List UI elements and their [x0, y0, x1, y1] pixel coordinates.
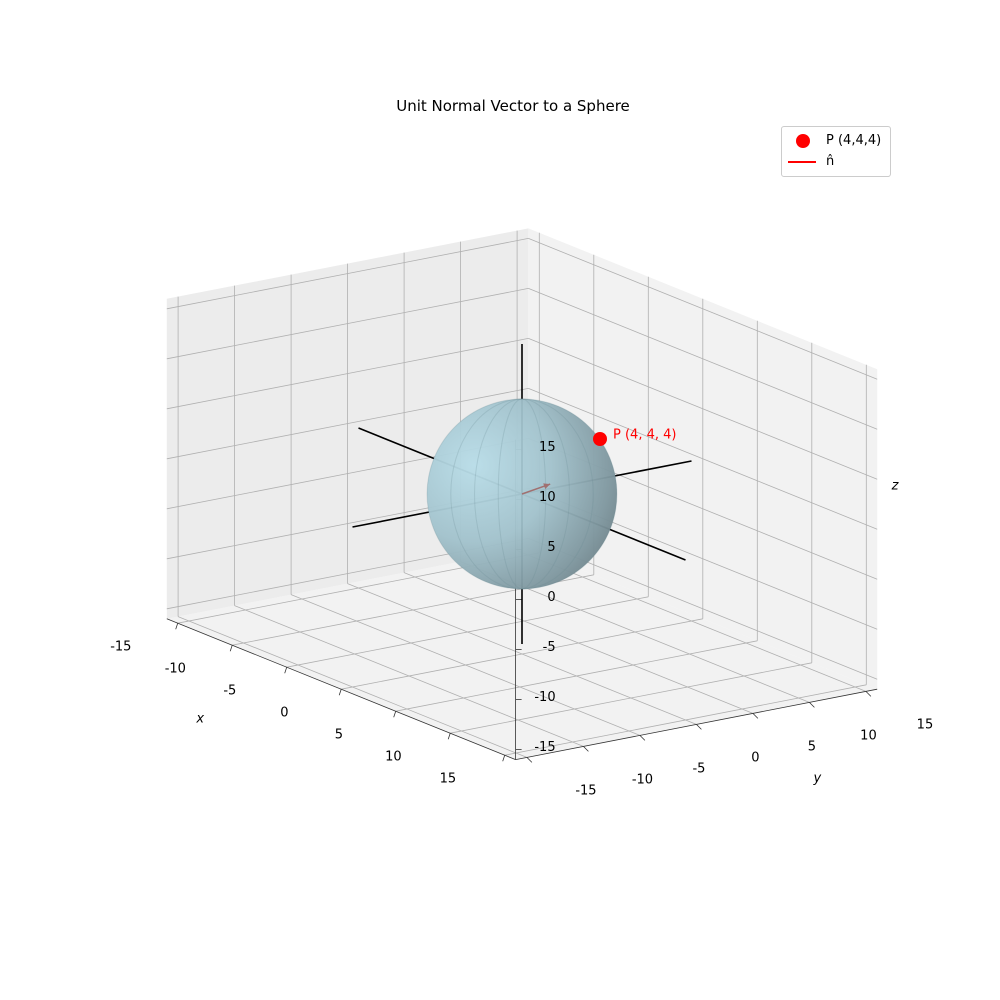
sphere-meridian	[426, 398, 618, 590]
y-tick-label: -5	[692, 762, 705, 777]
legend: P (4,4,4) n̂	[781, 126, 891, 177]
y-tick-mark	[639, 735, 646, 741]
sphere-meridian	[497, 398, 547, 590]
tick-labels: -15 -15 -15 -10 -10 -10 -5 -5 -5 0 0 0 5 5 5 10 10 10 15 15…	[110, 428, 933, 799]
gridline-y	[403, 572, 754, 714]
sphere-meridian	[426, 398, 618, 590]
x-tick-label: -5	[223, 684, 236, 699]
z-tick-label: 0	[547, 590, 555, 605]
legend-marker-line	[788, 161, 816, 163]
gridline-z	[166, 238, 529, 310]
x-tick-mark	[284, 667, 288, 674]
gridline-z	[528, 288, 878, 430]
x-tick-mark	[175, 623, 179, 630]
y-tick-label: 15	[917, 718, 934, 733]
x-tick-label: -15	[110, 640, 131, 655]
x-axis-line	[166, 618, 516, 760]
y-tick-label: 0	[751, 751, 759, 766]
x-tick-label: 5	[335, 728, 343, 743]
gridline-z	[166, 338, 529, 410]
y-tick-mark	[696, 724, 702, 730]
z-tick-label: 10	[539, 490, 556, 505]
legend-marker-circle	[796, 134, 810, 148]
x-tick-label: -10	[165, 662, 186, 677]
y-tick-label: -10	[632, 773, 653, 788]
legend-entry-point: P (4,4,4)	[782, 131, 890, 151]
sphere-meridian	[450, 398, 594, 590]
legend-label: P (4,4,4)	[826, 133, 882, 148]
sphere-meridian	[450, 398, 594, 590]
gridline-y	[516, 550, 867, 692]
legend-label: n̂	[826, 154, 835, 169]
x-tick-label: 15	[440, 772, 457, 787]
gridline-z	[166, 388, 529, 460]
gridline-y	[347, 583, 697, 725]
z-tick-label: -5	[543, 640, 556, 655]
x-tick-mark	[393, 711, 397, 718]
z-axis-label: z	[891, 479, 900, 494]
x-tick-mark	[338, 689, 342, 696]
point-p	[593, 432, 607, 446]
gridline-z	[166, 288, 529, 360]
sphere-meridian	[497, 398, 547, 590]
sphere-meridian	[474, 398, 570, 590]
gridline-x	[395, 640, 758, 712]
point-p-label: P (4, 4, 4)	[613, 428, 676, 443]
gridline-x	[450, 662, 812, 734]
scene	[352, 344, 692, 644]
normal-vector-head	[543, 483, 551, 490]
x-tick-label: 10	[385, 750, 402, 765]
gridline-x	[504, 684, 867, 756]
y-tick-label: -15	[575, 784, 596, 799]
y-axis-label: y	[813, 771, 822, 786]
gridline-z	[528, 238, 878, 380]
x-tick-mark	[502, 755, 506, 762]
legend-entry-normal: n̂	[782, 152, 890, 172]
z-tick-label: 15	[539, 440, 556, 455]
z-tick-label: -15	[534, 740, 555, 755]
y-tick-mark	[526, 757, 533, 763]
gridline-z	[528, 388, 878, 530]
chart-title: Unit Normal Vector to a Sphere	[396, 97, 630, 115]
y-tick-mark	[583, 746, 589, 752]
x-tick-mark	[447, 733, 451, 740]
y-tick-label: 10	[860, 729, 877, 744]
y-tick-mark	[809, 702, 815, 708]
y-tick-label: 5	[808, 740, 816, 755]
sphere-meridian	[474, 398, 570, 590]
gridline-z	[528, 338, 878, 480]
x-tick-mark	[229, 645, 233, 652]
x-axis-label: x	[195, 712, 204, 727]
x-tick-label: 0	[280, 706, 288, 721]
y-tick-mark	[752, 713, 759, 719]
y-tick-mark	[865, 691, 872, 697]
z-tick-label: -10	[534, 690, 555, 705]
z-tick-label: 5	[547, 540, 555, 555]
